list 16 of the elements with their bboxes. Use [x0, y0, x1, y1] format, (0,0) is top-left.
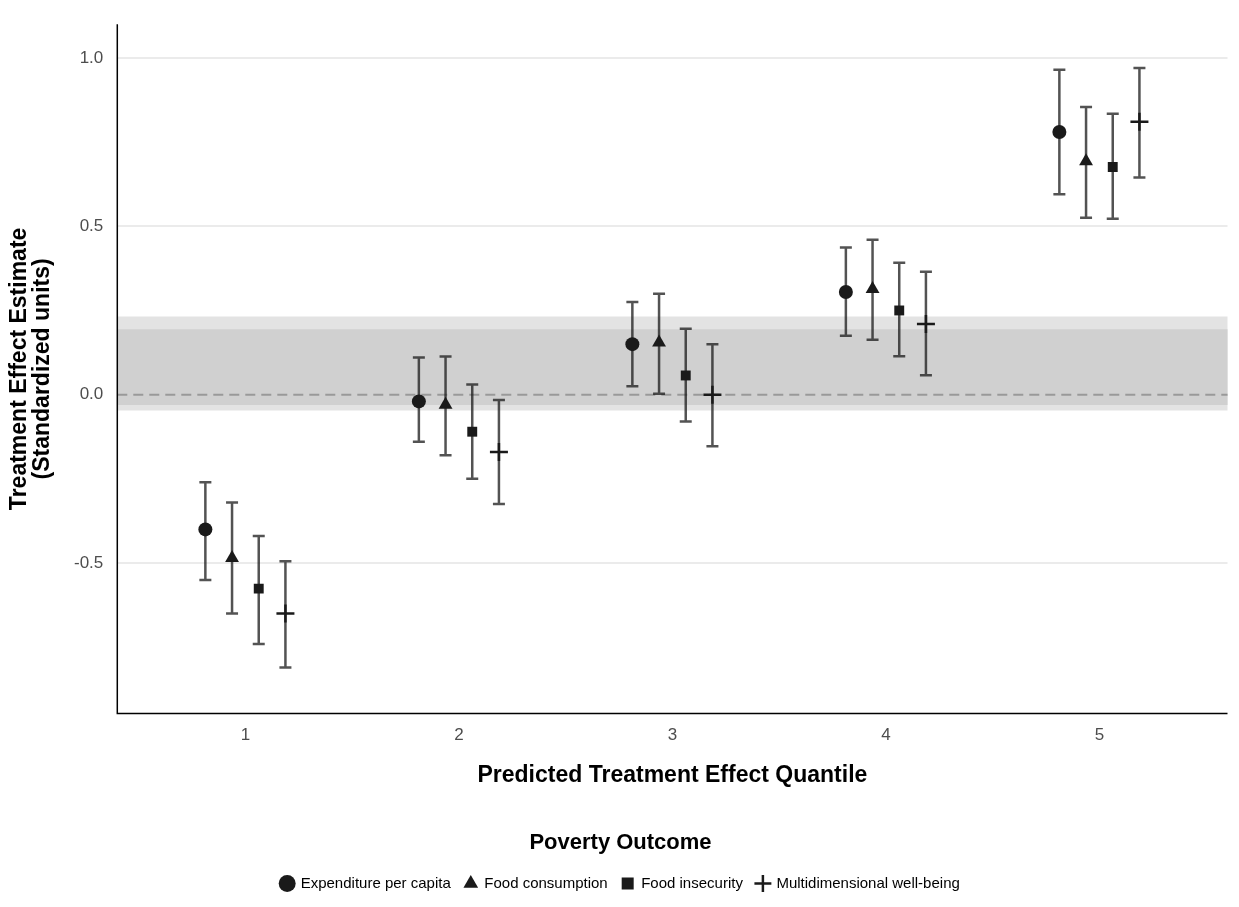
y-tick-label: 0.0 [79, 384, 104, 404]
y-axis-title: Treatment Effect Estimate (Standardized units) [4, 227, 54, 511]
legend-label: Expenditure per capita [300, 873, 452, 891]
legend-label: Food consumption [484, 873, 608, 891]
legend-label: Multidimensional well-being [776, 873, 960, 891]
y-tick-label: 0.5 [79, 215, 104, 235]
y-tick-label: -0.5 [74, 552, 104, 572]
x-tick-label: 3 [667, 725, 678, 745]
x-axis-title: Predicted Treatment Effect Quantile [477, 761, 868, 788]
x-tick-label: 5 [1094, 725, 1105, 745]
x-tick-label: 2 [454, 725, 464, 745]
legend-label: Food insecurity [641, 873, 744, 891]
x-tick-label: 4 [881, 725, 891, 745]
y-tick-label: 1.0 [79, 47, 104, 67]
legend-title: Poverty Outcome [529, 828, 712, 854]
x-tick-label: 1 [240, 725, 251, 745]
